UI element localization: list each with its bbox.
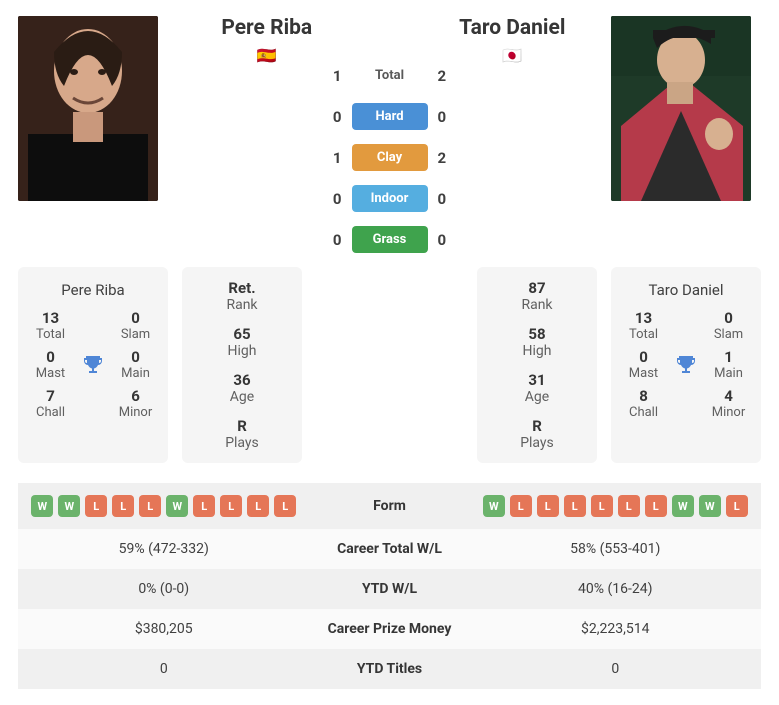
player2-titles-card: Taro Daniel 13Total 0Slam 0Mast 1Main 8Chall… xyxy=(611,267,761,463)
player2-titles-slam: 0Slam xyxy=(704,309,753,342)
player2-titles-main: 1Main xyxy=(704,348,753,381)
cmp-career_wl-p2: 58% (553-401) xyxy=(480,541,752,557)
cmp-ytd_titles-p2: 0 xyxy=(480,661,752,677)
cmp-label-form: Form xyxy=(300,498,480,514)
player2-form: WLLLLLLWWL xyxy=(480,495,752,517)
player1-plays: RPlays xyxy=(190,417,294,451)
h2h-clay-p2: 2 xyxy=(428,149,598,167)
form-loss-badge: L xyxy=(274,495,296,517)
cmp-row-form: WWLLLWLLLLFormWLLLLLLWWL xyxy=(18,483,761,529)
cmp-ytd_wl-label: YTD W/L xyxy=(300,581,480,597)
h2h-total-p2: 2 xyxy=(428,67,598,85)
form-loss-badge: L xyxy=(591,495,613,517)
form-win-badge: W xyxy=(58,495,80,517)
h2h-hard-label: Hard xyxy=(352,103,428,130)
player2-titles-minor: 4Minor xyxy=(704,387,753,420)
player1-titles-minor: 6Minor xyxy=(111,387,160,420)
cmp-row-prize: $380,205Career Prize Money$2,223,514 xyxy=(18,609,761,649)
cmp-prize-p2: $2,223,514 xyxy=(480,621,752,637)
cmp-prize-label: Career Prize Money xyxy=(300,621,480,637)
player2-stat-card: 87Rank 58High 31Age RPlays xyxy=(477,267,597,463)
player2-titles-total: 13Total xyxy=(619,309,668,342)
player2-name: Taro Daniel xyxy=(428,16,598,40)
h2h-indoor-p2: 0 xyxy=(428,190,598,208)
cmp-prize-p1: $380,205 xyxy=(28,621,300,637)
form-loss-badge: L xyxy=(85,495,107,517)
player2-card-name: Taro Daniel xyxy=(619,277,753,309)
form-loss-badge: L xyxy=(726,495,748,517)
form-loss-badge: L xyxy=(564,495,586,517)
player1-stat-card: Ret.Rank 65High 36Age RPlays xyxy=(182,267,302,463)
player1-photo xyxy=(18,16,158,201)
player1-rank: Ret.Rank xyxy=(190,279,294,313)
cmp-career_wl-p1: 59% (472-332) xyxy=(28,541,300,557)
player1-titles-card: Pere Riba 13Total 0Slam 0Mast 0Main 7Chall 6M… xyxy=(18,267,168,463)
form-win-badge: W xyxy=(31,495,53,517)
player2-high: 58High xyxy=(485,325,589,359)
form-loss-badge: L xyxy=(220,495,242,517)
player1-titles-chall: 7Chall xyxy=(26,387,75,420)
cmp-row-ytd_wl: 0% (0-0)YTD W/L40% (16-24) xyxy=(18,569,761,609)
player2-plays: RPlays xyxy=(485,417,589,451)
h2h-total-p1: 1 xyxy=(182,67,352,85)
h2h-clay-p1: 1 xyxy=(182,149,352,167)
trophy-icon xyxy=(75,353,111,377)
form-loss-badge: L xyxy=(193,495,215,517)
cmp-row-ytd_titles: 0YTD Titles0 xyxy=(18,649,761,689)
form-loss-badge: L xyxy=(510,495,532,517)
form-loss-badge: L xyxy=(247,495,269,517)
cmp-career_wl-label: Career Total W/L xyxy=(300,541,480,557)
player1-titles-mast: 0Mast xyxy=(26,348,75,381)
form-win-badge: W xyxy=(166,495,188,517)
h2h-total-label: Total xyxy=(352,62,428,89)
h2h-hard-p2: 0 xyxy=(428,108,598,126)
h2h-grass-label: Grass xyxy=(352,226,428,253)
cmp-ytd_wl-p1: 0% (0-0) xyxy=(28,581,300,597)
player1-card-name: Pere Riba xyxy=(26,277,160,309)
form-loss-badge: L xyxy=(112,495,134,517)
trophy-icon xyxy=(668,353,704,377)
cmp-row-career_wl: 59% (472-332)Career Total W/L58% (553-40… xyxy=(18,529,761,569)
player1-titles-total: 13Total xyxy=(26,309,75,342)
h2h-indoor-p1: 0 xyxy=(182,190,352,208)
player2-titles-mast: 0Mast xyxy=(619,348,668,381)
form-loss-badge: L xyxy=(645,495,667,517)
h2h-indoor-label: Indoor xyxy=(352,185,428,212)
h2h-grass-p2: 0 xyxy=(428,231,598,249)
player2-rank: 87Rank xyxy=(485,279,589,313)
form-win-badge: W xyxy=(672,495,694,517)
player2-photo xyxy=(611,16,751,201)
player1-titles-main: 0Main xyxy=(111,348,160,381)
h2h-hard-p1: 0 xyxy=(182,108,352,126)
player1-age: 36Age xyxy=(190,371,294,405)
form-loss-badge: L xyxy=(139,495,161,517)
cmp-ytd_wl-p2: 40% (16-24) xyxy=(480,581,752,597)
cmp-ytd_titles-p1: 0 xyxy=(28,661,300,677)
form-win-badge: W xyxy=(699,495,721,517)
h2h-grass-p1: 0 xyxy=(182,231,352,249)
player1-high: 65High xyxy=(190,325,294,359)
form-win-badge: W xyxy=(483,495,505,517)
cmp-ytd_titles-label: YTD Titles xyxy=(300,661,480,677)
player2-age: 31Age xyxy=(485,371,589,405)
form-loss-badge: L xyxy=(618,495,640,517)
h2h-clay-label: Clay xyxy=(352,144,428,171)
player2-titles-chall: 8Chall xyxy=(619,387,668,420)
player1-name: Pere Riba xyxy=(182,16,352,40)
player1-form: WWLLLWLLLL xyxy=(28,495,300,517)
form-loss-badge: L xyxy=(537,495,559,517)
player1-titles-slam: 0Slam xyxy=(111,309,160,342)
